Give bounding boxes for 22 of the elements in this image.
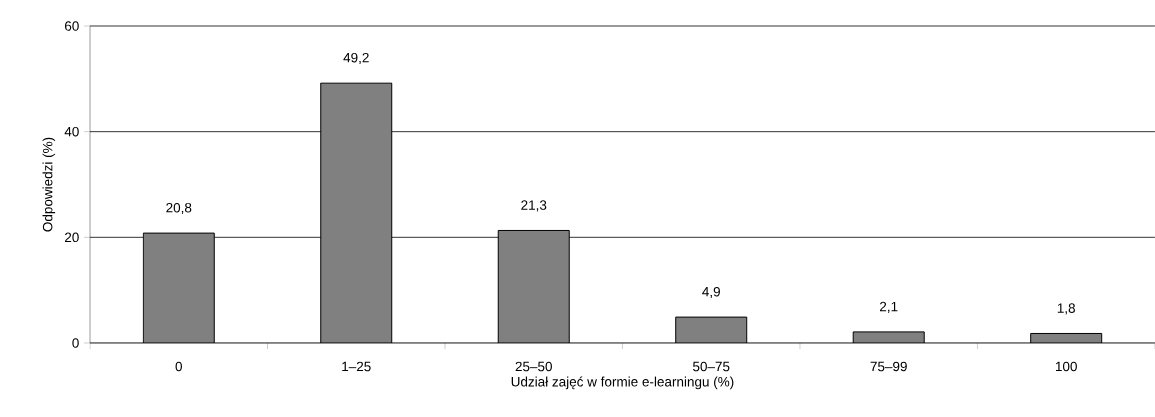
data-label: 2,1 [880,301,898,313]
bar [675,316,748,343]
y-axis-title: Odpowiedzi (%) [42,137,56,232]
y-tick-label: 60 [64,21,79,31]
data-label: 21,3 [521,200,547,212]
data-label: 20,8 [166,202,192,215]
x-tick-label: 75–99 [870,361,907,372]
y-tick-label: 40 [64,126,79,137]
bar [320,82,393,343]
bar [497,229,570,343]
y-tick-label: 20 [64,232,79,243]
data-label: 49,2 [343,52,369,65]
bar [142,232,215,343]
y-tick-label: 0 [72,338,79,348]
data-label: 1,8 [1057,303,1075,315]
x-tick-label: 0 [175,361,182,372]
x-tick-label: 25–50 [515,361,552,372]
data-label: 4,9 [702,286,720,299]
x-axis-title: Udział zajęć w formie e-learningu (%) [511,376,734,390]
x-tick-label: 1–25 [342,361,371,372]
x-tick-label: 50–75 [692,361,730,372]
x-tick-label: 100 [1055,361,1077,372]
